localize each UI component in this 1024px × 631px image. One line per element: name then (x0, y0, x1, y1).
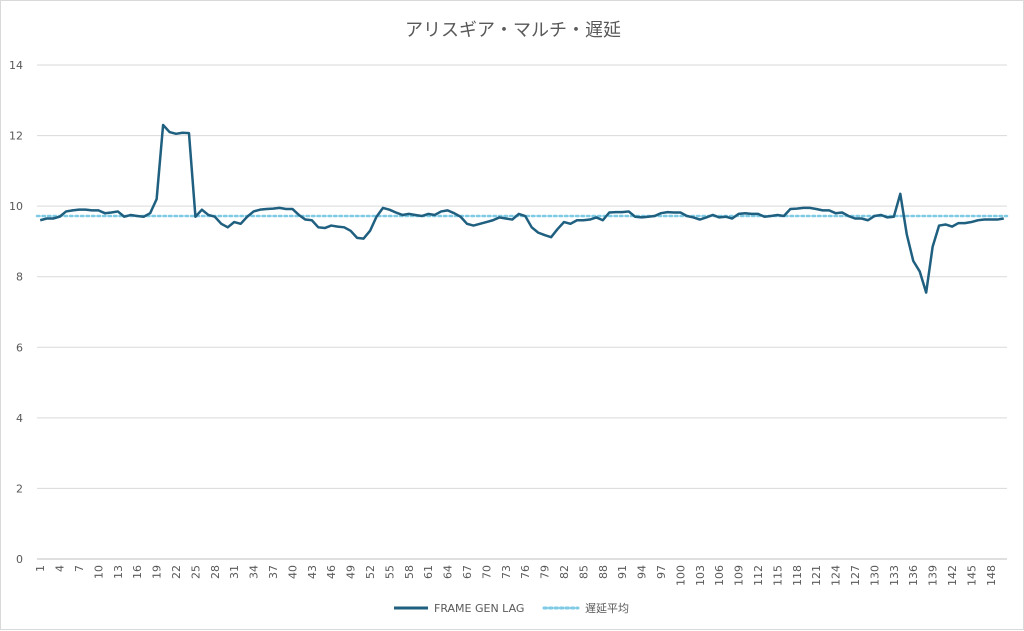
x-tick-label: 19 (151, 565, 164, 579)
x-tick-label: 64 (442, 565, 455, 579)
y-tick-label: 6 (16, 341, 23, 354)
x-tick-label: 40 (286, 565, 299, 579)
x-tick-label: 130 (868, 565, 881, 586)
x-tick-label: 43 (306, 565, 319, 579)
x-tick-label: 28 (209, 565, 222, 579)
x-tick-label: 67 (461, 565, 474, 579)
x-tick-label: 100 (674, 565, 687, 586)
x-tick-label: 118 (791, 565, 804, 586)
x-tick-label: 145 (965, 565, 978, 586)
y-tick-label: 10 (9, 200, 23, 213)
x-tick-label: 133 (888, 565, 901, 586)
x-tick-label: 139 (927, 565, 940, 586)
x-tick-label: 22 (170, 565, 183, 579)
x-tick-label: 85 (577, 565, 590, 579)
legend: FRAME GEN LAG 遅延平均 (394, 602, 629, 615)
x-tick-label: 61 (422, 565, 435, 579)
x-tick-label: 1 (34, 565, 47, 572)
y-tick-label: 14 (9, 59, 23, 72)
x-tick-label: 103 (694, 565, 707, 586)
x-tick-label: 88 (597, 565, 610, 579)
y-tick-label: 12 (9, 130, 23, 143)
x-tick-label: 106 (713, 565, 726, 586)
y-tick-label: 8 (16, 271, 23, 284)
x-tick-label: 94 (636, 565, 649, 579)
x-tick-label: 52 (364, 565, 377, 579)
x-tick-label: 25 (189, 565, 202, 579)
x-tick-label: 37 (267, 565, 280, 579)
x-tick-label: 7 (73, 565, 86, 572)
y-tick-label: 2 (16, 482, 23, 495)
x-tick-label: 124 (830, 565, 843, 586)
x-tick-label: 73 (500, 565, 513, 579)
chart-title: アリスギア・マルチ・遅延 (405, 20, 621, 41)
x-tick-label: 79 (539, 565, 552, 579)
x-axis-ticks: 1 4 7 10 13 16 19 22 25 28 31 34 37 40 43 46 49 52 55 58 61 6… (34, 558, 1007, 586)
x-tick-label: 70 (480, 565, 493, 579)
x-tick-label: 91 (616, 565, 629, 579)
x-tick-label: 55 (383, 565, 396, 579)
x-tick-label: 58 (403, 565, 416, 579)
x-tick-label: 10 (92, 565, 105, 579)
x-tick-label: 121 (810, 565, 823, 586)
x-tick-label: 97 (655, 565, 668, 579)
legend-label-average: 遅延平均 (585, 602, 629, 615)
x-tick-label: 127 (849, 565, 862, 586)
x-tick-label: 136 (907, 565, 920, 586)
legend-label-frame-gen-lag: FRAME GEN LAG (434, 602, 524, 615)
x-tick-label: 142 (946, 565, 959, 586)
y-tick-label: 4 (16, 412, 23, 425)
x-tick-label: 49 (345, 565, 358, 579)
y-tick-label: 0 (16, 553, 23, 566)
gridlines (37, 64, 1007, 560)
x-tick-label: 112 (752, 565, 765, 586)
x-tick-label: 115 (771, 565, 784, 586)
x-tick-label: 13 (112, 565, 125, 579)
x-tick-label: 76 (519, 565, 532, 579)
x-tick-label: 34 (248, 565, 261, 579)
series-layer (35, 123, 1009, 294)
y-axis-ticks: 0 2 4 6 8 10 12 14 (9, 59, 23, 566)
series-line-frame-gen-lag (39, 123, 1004, 294)
x-tick-label: 4 (54, 565, 67, 572)
x-tick-label: 46 (325, 565, 338, 579)
x-tick-label: 31 (228, 565, 241, 579)
x-tick-label: 16 (131, 565, 144, 579)
x-tick-label: 109 (733, 565, 746, 586)
x-tick-label: 82 (558, 565, 571, 579)
x-tick-label: 148 (985, 565, 998, 586)
